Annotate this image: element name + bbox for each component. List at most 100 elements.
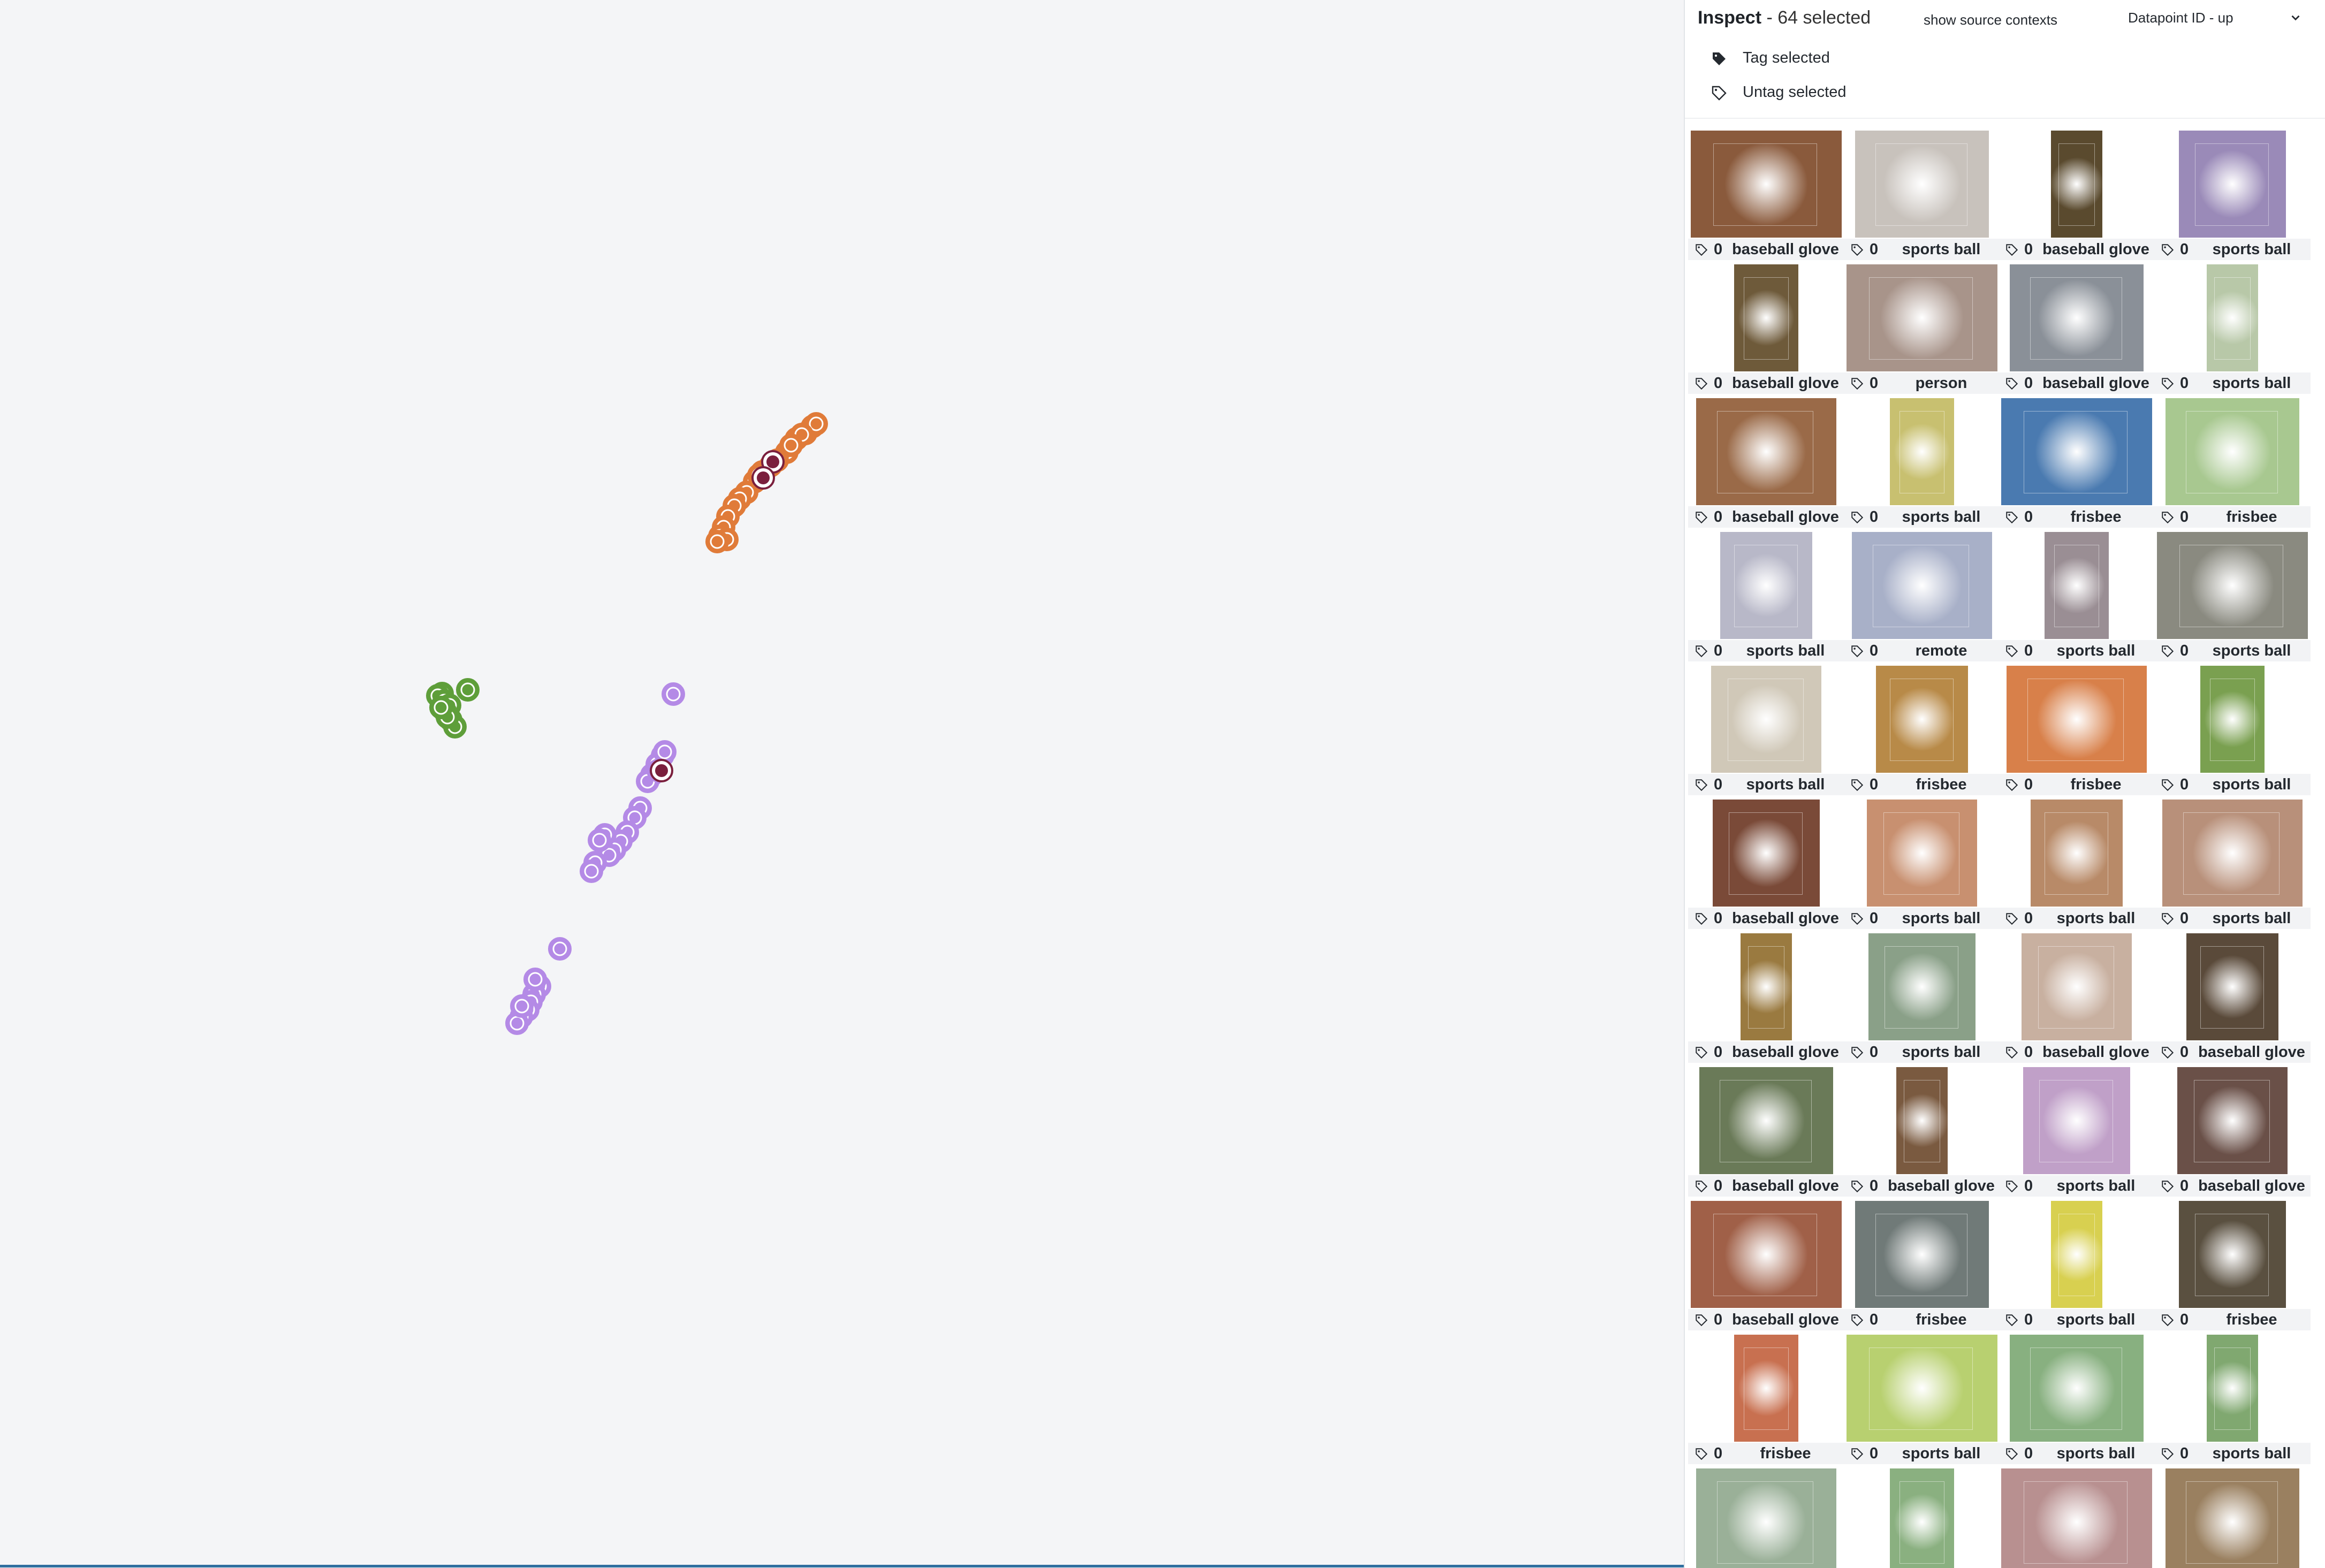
tag-outline-icon[interactable] xyxy=(1850,511,1864,524)
tag-outline-icon[interactable] xyxy=(1850,644,1864,658)
thumbnail-tile[interactable]: 0 baseball glove xyxy=(1688,933,1844,1065)
tag-outline-icon[interactable] xyxy=(2005,243,2019,257)
tag-outline-icon[interactable] xyxy=(2161,1179,2175,1193)
tag-outline-icon[interactable] xyxy=(1695,511,1708,524)
tag-outline-icon[interactable] xyxy=(1850,1313,1864,1327)
thumbnail-tile[interactable]: 0 frisbee xyxy=(1688,1335,1844,1466)
tag-outline-icon[interactable] xyxy=(1850,377,1864,391)
tag-outline-icon[interactable] xyxy=(1695,778,1708,792)
embedding-scatter-plot[interactable] xyxy=(0,0,1684,1568)
thumbnail-tile[interactable]: 0 baseball glove xyxy=(1688,1201,1844,1333)
tag-outline-icon[interactable] xyxy=(1695,1447,1708,1461)
tag-outline-icon[interactable] xyxy=(2161,1046,2175,1060)
thumbnail-tile[interactable]: 0 sports ball xyxy=(2154,800,2311,931)
thumbnail-image xyxy=(2051,1201,2102,1308)
thumbnail-tile[interactable]: 0 sports ball xyxy=(1999,1201,2155,1333)
thumbnail-tile[interactable]: 0 baseball glove xyxy=(2154,1067,2311,1199)
thumbnail-tile[interactable]: 0 sports ball xyxy=(1999,800,2155,931)
thumbnail-tile[interactable]: 0 sports ball xyxy=(1844,1335,2000,1466)
thumbnail-tile[interactable] xyxy=(2154,1468,2311,1568)
thumbnail-tile[interactable]: 0 baseball glove xyxy=(1999,933,2155,1065)
thumbnail-tile[interactable]: 0 baseball glove xyxy=(1844,1067,2000,1199)
tag-outline-icon[interactable] xyxy=(2005,912,2019,926)
thumbnail-tile[interactable]: 0 frisbee xyxy=(1999,666,2155,797)
thumbnail-tile[interactable]: 0 baseball glove xyxy=(1999,264,2155,396)
tag-outline-icon[interactable] xyxy=(1850,1447,1864,1461)
thumbnail-tile[interactable]: 0 remote xyxy=(1844,532,2000,664)
tag-outline-icon[interactable] xyxy=(1695,377,1708,391)
tag-outline-icon[interactable] xyxy=(2005,1447,2019,1461)
thumbnail-tile[interactable]: 0 baseball glove xyxy=(1688,398,1844,530)
tag-outline-icon[interactable] xyxy=(1850,1179,1864,1193)
tag-outline-icon[interactable] xyxy=(2005,778,2019,792)
tag-outline-icon[interactable] xyxy=(2005,1313,2019,1327)
class-label: sports ball xyxy=(2212,1445,2291,1462)
tag-outline-icon[interactable] xyxy=(2161,912,2175,926)
thumbnail-tile[interactable]: 0 frisbee xyxy=(2154,398,2311,530)
thumbnail-tile[interactable]: 0 sports ball xyxy=(1844,933,2000,1065)
thumbnail-tile[interactable]: 0 sports ball xyxy=(2154,666,2311,797)
tag-outline-icon[interactable] xyxy=(1850,778,1864,792)
thumbnail-tile[interactable] xyxy=(1844,1468,2000,1568)
grid-divider xyxy=(1685,118,2325,119)
show-source-contexts-button[interactable]: show source contexts xyxy=(1924,12,2058,28)
thumbnail-tile[interactable]: 0 baseball glove xyxy=(1688,264,1844,396)
thumbnail-tile[interactable]: 0 frisbee xyxy=(1999,398,2155,530)
tag-outline-icon[interactable] xyxy=(2005,1179,2019,1193)
tag-outline-icon[interactable] xyxy=(1695,912,1708,926)
thumbnail-tile[interactable]: 0 person xyxy=(1844,264,2000,396)
tag-outline-icon[interactable] xyxy=(1695,243,1708,257)
thumbnail-tile[interactable]: 0 baseball glove xyxy=(1688,800,1844,931)
thumbnail-tile[interactable]: 0 sports ball xyxy=(1999,1067,2155,1199)
thumbnail-tile[interactable]: 0 sports ball xyxy=(1999,1335,2155,1466)
thumbnail-tile[interactable]: 0 baseball glove xyxy=(1999,131,2155,262)
tag-outline-icon[interactable] xyxy=(2161,644,2175,658)
thumbnail-tile[interactable] xyxy=(1999,1468,2155,1568)
tag-outline-icon[interactable] xyxy=(2161,377,2175,391)
class-label: sports ball xyxy=(2056,1177,2136,1194)
tag-outline-icon[interactable] xyxy=(2005,1046,2019,1060)
tag-outline-icon[interactable] xyxy=(2005,377,2019,391)
thumbnail-tile[interactable]: 0 sports ball xyxy=(1844,800,2000,931)
thumbnail-tile[interactable]: 0 baseball glove xyxy=(1688,1067,1844,1199)
thumbnail-tile[interactable]: 0 sports ball xyxy=(1844,131,2000,262)
tag-outline-icon[interactable] xyxy=(1695,1179,1708,1193)
thumbnail-tile[interactable]: 0 frisbee xyxy=(1844,1201,2000,1333)
tag-outline-icon[interactable] xyxy=(2161,1447,2175,1461)
bounding-box xyxy=(2024,1481,2128,1564)
thumbnail-tile[interactable]: 0 baseball glove xyxy=(1688,131,1844,262)
untag-selected-button[interactable]: Untag selected xyxy=(1711,83,1846,101)
class-label: baseball glove xyxy=(2042,1044,2149,1061)
thumbnail-tile[interactable]: 0 frisbee xyxy=(2154,1201,2311,1333)
thumbnail-tile[interactable]: 0 sports ball xyxy=(1688,666,1844,797)
tag-outline-icon[interactable] xyxy=(1695,644,1708,658)
thumbnail-tile[interactable]: 0 sports ball xyxy=(1844,398,2000,530)
thumbnail-tile[interactable]: 0 baseball glove xyxy=(2154,933,2311,1065)
tag-outline-icon[interactable] xyxy=(1850,1046,1864,1060)
scatter-point-core xyxy=(514,999,529,1014)
thumbnail-tile[interactable]: 0 sports ball xyxy=(2154,532,2311,664)
thumbnail-tile[interactable]: 0 sports ball xyxy=(2154,131,2311,262)
thumbnail-tile[interactable]: 0 sports ball xyxy=(1688,532,1844,664)
tag-count: 0 xyxy=(1714,776,1723,793)
thumbnail-tile[interactable]: 0 sports ball xyxy=(2154,264,2311,396)
thumbnail-tile[interactable] xyxy=(1688,1468,1844,1568)
tag-outline-icon[interactable] xyxy=(1695,1046,1708,1060)
tag-outline-icon[interactable] xyxy=(1850,912,1864,926)
sort-select[interactable]: Datapoint ID - up xyxy=(2128,10,2310,31)
thumbnail-tile[interactable]: 0 frisbee xyxy=(1844,666,2000,797)
tag-outline-icon[interactable] xyxy=(2161,778,2175,792)
tag-outline-icon[interactable] xyxy=(1850,243,1864,257)
thumbnail-tile[interactable]: 0 sports ball xyxy=(1999,532,2155,664)
thumbnail-image xyxy=(1867,800,1977,907)
class-label: sports ball xyxy=(1746,776,1825,793)
thumbnail-tile[interactable]: 0 sports ball xyxy=(2154,1335,2311,1466)
scatter-point-core xyxy=(766,455,779,468)
tag-outline-icon[interactable] xyxy=(2005,511,2019,524)
tag-outline-icon[interactable] xyxy=(2161,1313,2175,1327)
tag-outline-icon[interactable] xyxy=(2161,243,2175,257)
tag-outline-icon[interactable] xyxy=(2161,511,2175,524)
tag-outline-icon[interactable] xyxy=(1695,1313,1708,1327)
tag-outline-icon[interactable] xyxy=(2005,644,2019,658)
tag-selected-button[interactable]: Tag selected xyxy=(1711,49,1830,67)
